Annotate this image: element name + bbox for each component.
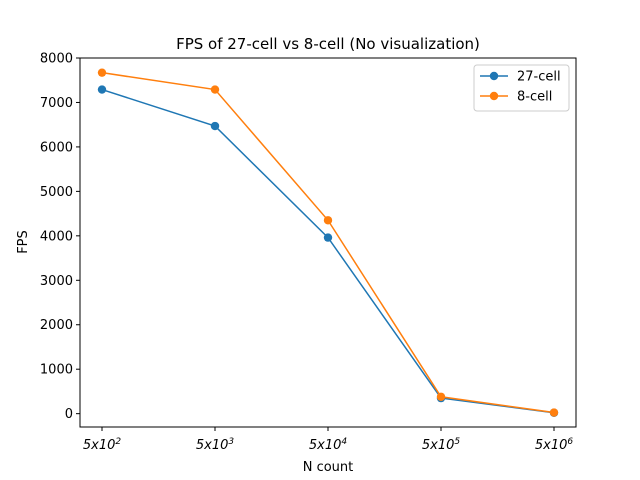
- data-point-8-cell: [323, 216, 333, 225]
- x-tick-label: 5x105: [422, 437, 461, 453]
- data-point-8-cell: [210, 85, 220, 94]
- data-point-27-cell: [210, 121, 220, 131]
- y-tick-label: 1000: [40, 363, 73, 378]
- y-tick-label: 5000: [40, 185, 73, 200]
- y-tick-label: 3000: [40, 274, 73, 289]
- x-tick-label: 5x102: [83, 437, 122, 453]
- plot-area: 0 1000 2000 3000 4000 5000 6000 7000 8000 5x102 5x…: [40, 52, 577, 453]
- legend-marker: [489, 71, 499, 81]
- y-tick-label: 8000: [40, 52, 73, 67]
- plot-frame: [79, 57, 577, 428]
- y-tick-label: 4000: [40, 229, 73, 244]
- series-line-8-cell: [101, 71, 555, 414]
- legend-label: 8-cell: [517, 90, 552, 105]
- y-tick-label: 7000: [40, 96, 73, 111]
- legend-marker: [489, 91, 499, 101]
- data-point-8-cell: [436, 392, 446, 401]
- x-tick-label: 5x103: [196, 437, 235, 453]
- legend: 27-cell 8-cell: [473, 64, 570, 112]
- y-tick-label: 6000: [40, 140, 73, 155]
- data-point-8-cell: [97, 68, 107, 77]
- data-point-27-cell: [323, 233, 333, 242]
- x-tick-label: 5x106: [535, 437, 574, 453]
- legend-label: 27-cell: [517, 70, 561, 85]
- x-axis-label: N count: [303, 460, 354, 475]
- data-point-8-cell: [549, 408, 559, 417]
- y-tick-label: 2000: [40, 318, 73, 333]
- chart-title: FPS of 27-cell vs 8-cell (No visualizati…: [176, 35, 480, 53]
- y-axis-label: FPS: [16, 230, 31, 254]
- data-point-27-cell: [97, 85, 107, 94]
- x-tick-label: 5x104: [309, 437, 348, 453]
- y-tick-label: 0: [65, 407, 73, 422]
- series-line-27-cell: [101, 88, 555, 414]
